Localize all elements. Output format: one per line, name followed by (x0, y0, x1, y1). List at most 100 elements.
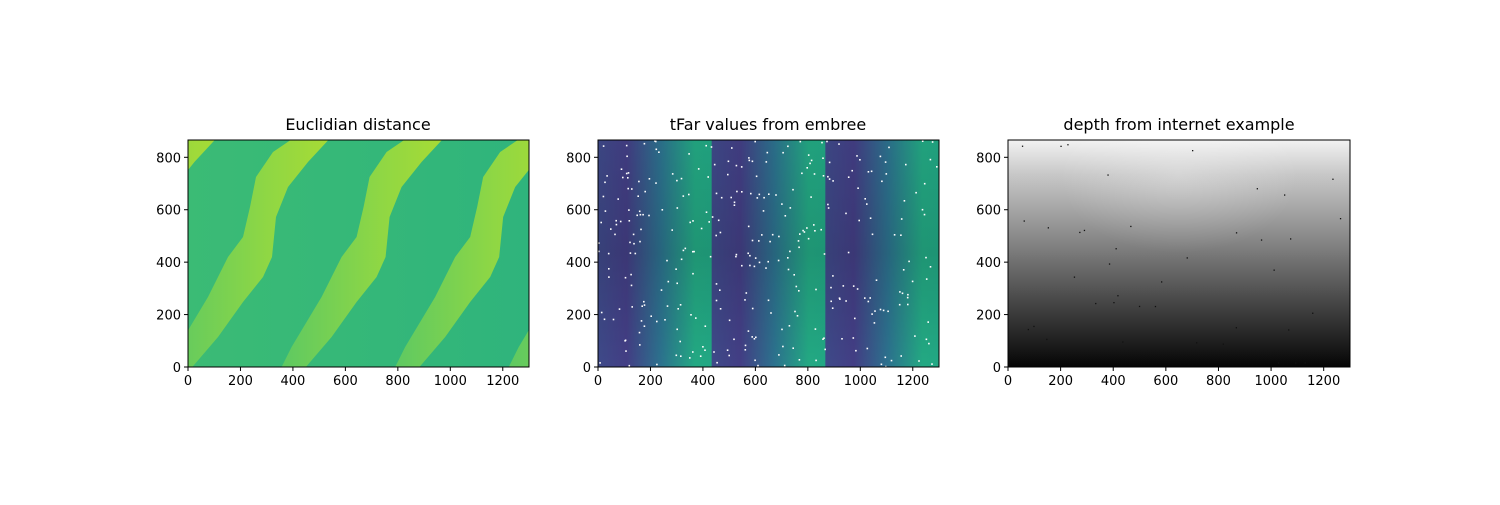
speck (1115, 248, 1117, 250)
missing-pixel (890, 359, 893, 362)
missing-pixel (756, 197, 759, 199)
missing-pixel (900, 234, 902, 236)
missing-pixel (617, 198, 619, 200)
missing-pixel (689, 221, 691, 224)
missing-pixel (929, 158, 932, 161)
missing-pixel (851, 169, 853, 172)
missing-pixel (720, 196, 723, 199)
missing-pixel (755, 175, 758, 178)
missing-pixel (644, 190, 646, 193)
missing-pixel (788, 325, 791, 327)
distance-band (395, 140, 529, 367)
missing-pixel (656, 363, 658, 366)
missing-pixel (750, 192, 752, 195)
missing-pixel (620, 168, 623, 170)
missing-pixel (914, 335, 916, 337)
missing-pixel (770, 312, 772, 314)
missing-pixel (831, 307, 834, 309)
missing-pixel (923, 182, 926, 185)
missing-pixel (676, 328, 678, 331)
missing-pixel (822, 338, 824, 340)
missing-pixel (810, 196, 812, 198)
missing-pixel (643, 300, 645, 303)
x-tick-label: 400 (281, 374, 306, 389)
missing-pixel (814, 328, 817, 330)
missing-pixel (799, 233, 801, 235)
y-tick-label: 200 (976, 309, 1001, 324)
missing-pixel (643, 142, 646, 145)
missing-pixel (699, 355, 702, 357)
missing-pixel (908, 260, 910, 263)
y-tick-label: 400 (976, 256, 1001, 271)
missing-pixel (778, 354, 780, 356)
missing-pixel (911, 280, 914, 283)
missing-pixel (604, 210, 607, 212)
missing-pixel (751, 336, 753, 338)
missing-pixel (715, 234, 717, 237)
speck (1196, 342, 1198, 344)
missing-pixel (792, 188, 794, 191)
missing-pixel (813, 224, 815, 226)
missing-pixel (754, 359, 756, 362)
missing-pixel (928, 342, 930, 345)
missing-pixel (757, 364, 759, 367)
missing-pixel (815, 359, 817, 362)
missing-pixel (847, 176, 850, 178)
speck (1046, 338, 1048, 341)
missing-pixel (607, 252, 610, 255)
missing-pixel (624, 276, 627, 279)
missing-pixel (682, 195, 685, 197)
missing-pixel (778, 235, 780, 238)
missing-pixel (870, 170, 873, 173)
missing-pixel (676, 282, 678, 285)
missing-pixel (727, 160, 730, 163)
missing-pixel (715, 192, 718, 195)
missing-pixel (715, 283, 718, 285)
missing-pixel (797, 240, 800, 242)
missing-pixel (923, 213, 926, 216)
missing-pixel (810, 159, 813, 162)
missing-pixel (869, 297, 871, 299)
missing-pixel (671, 173, 674, 175)
missing-pixel (684, 247, 687, 250)
missing-pixel (792, 347, 794, 349)
speck (1117, 295, 1119, 297)
missing-pixel (626, 155, 628, 158)
missing-pixel (775, 194, 777, 196)
missing-pixel (796, 315, 799, 317)
missing-pixel (907, 293, 909, 296)
missing-pixel (884, 356, 887, 359)
missing-pixel (692, 220, 694, 222)
x-tick-label: 1000 (434, 374, 467, 389)
missing-pixel (767, 299, 770, 302)
speck (1235, 232, 1238, 234)
speck (1192, 150, 1194, 152)
missing-pixel (636, 214, 638, 217)
missing-pixel (880, 363, 883, 366)
missing-pixel (615, 219, 617, 222)
missing-pixel (719, 308, 722, 310)
missing-pixel (619, 220, 622, 223)
y-tick-label: 800 (566, 151, 591, 166)
missing-pixel (717, 219, 720, 222)
y-tick-label: 200 (566, 309, 591, 324)
missing-pixel (748, 157, 750, 159)
missing-pixel (755, 336, 757, 339)
speck (1073, 276, 1076, 278)
missing-pixel (925, 338, 928, 341)
missing-pixel (931, 363, 933, 365)
missing-pixel (705, 144, 707, 147)
missing-pixel (893, 234, 896, 236)
speck (1273, 269, 1275, 271)
missing-pixel (700, 227, 703, 230)
missing-pixel (806, 167, 808, 169)
missing-pixel (799, 140, 802, 143)
missing-pixel (807, 154, 810, 156)
missing-pixel (749, 254, 751, 257)
missing-pixel (781, 328, 783, 331)
missing-pixel (866, 203, 868, 205)
missing-pixel (677, 308, 679, 310)
missing-pixel (823, 337, 825, 339)
missing-pixel (661, 209, 664, 211)
missing-pixel (744, 299, 746, 301)
